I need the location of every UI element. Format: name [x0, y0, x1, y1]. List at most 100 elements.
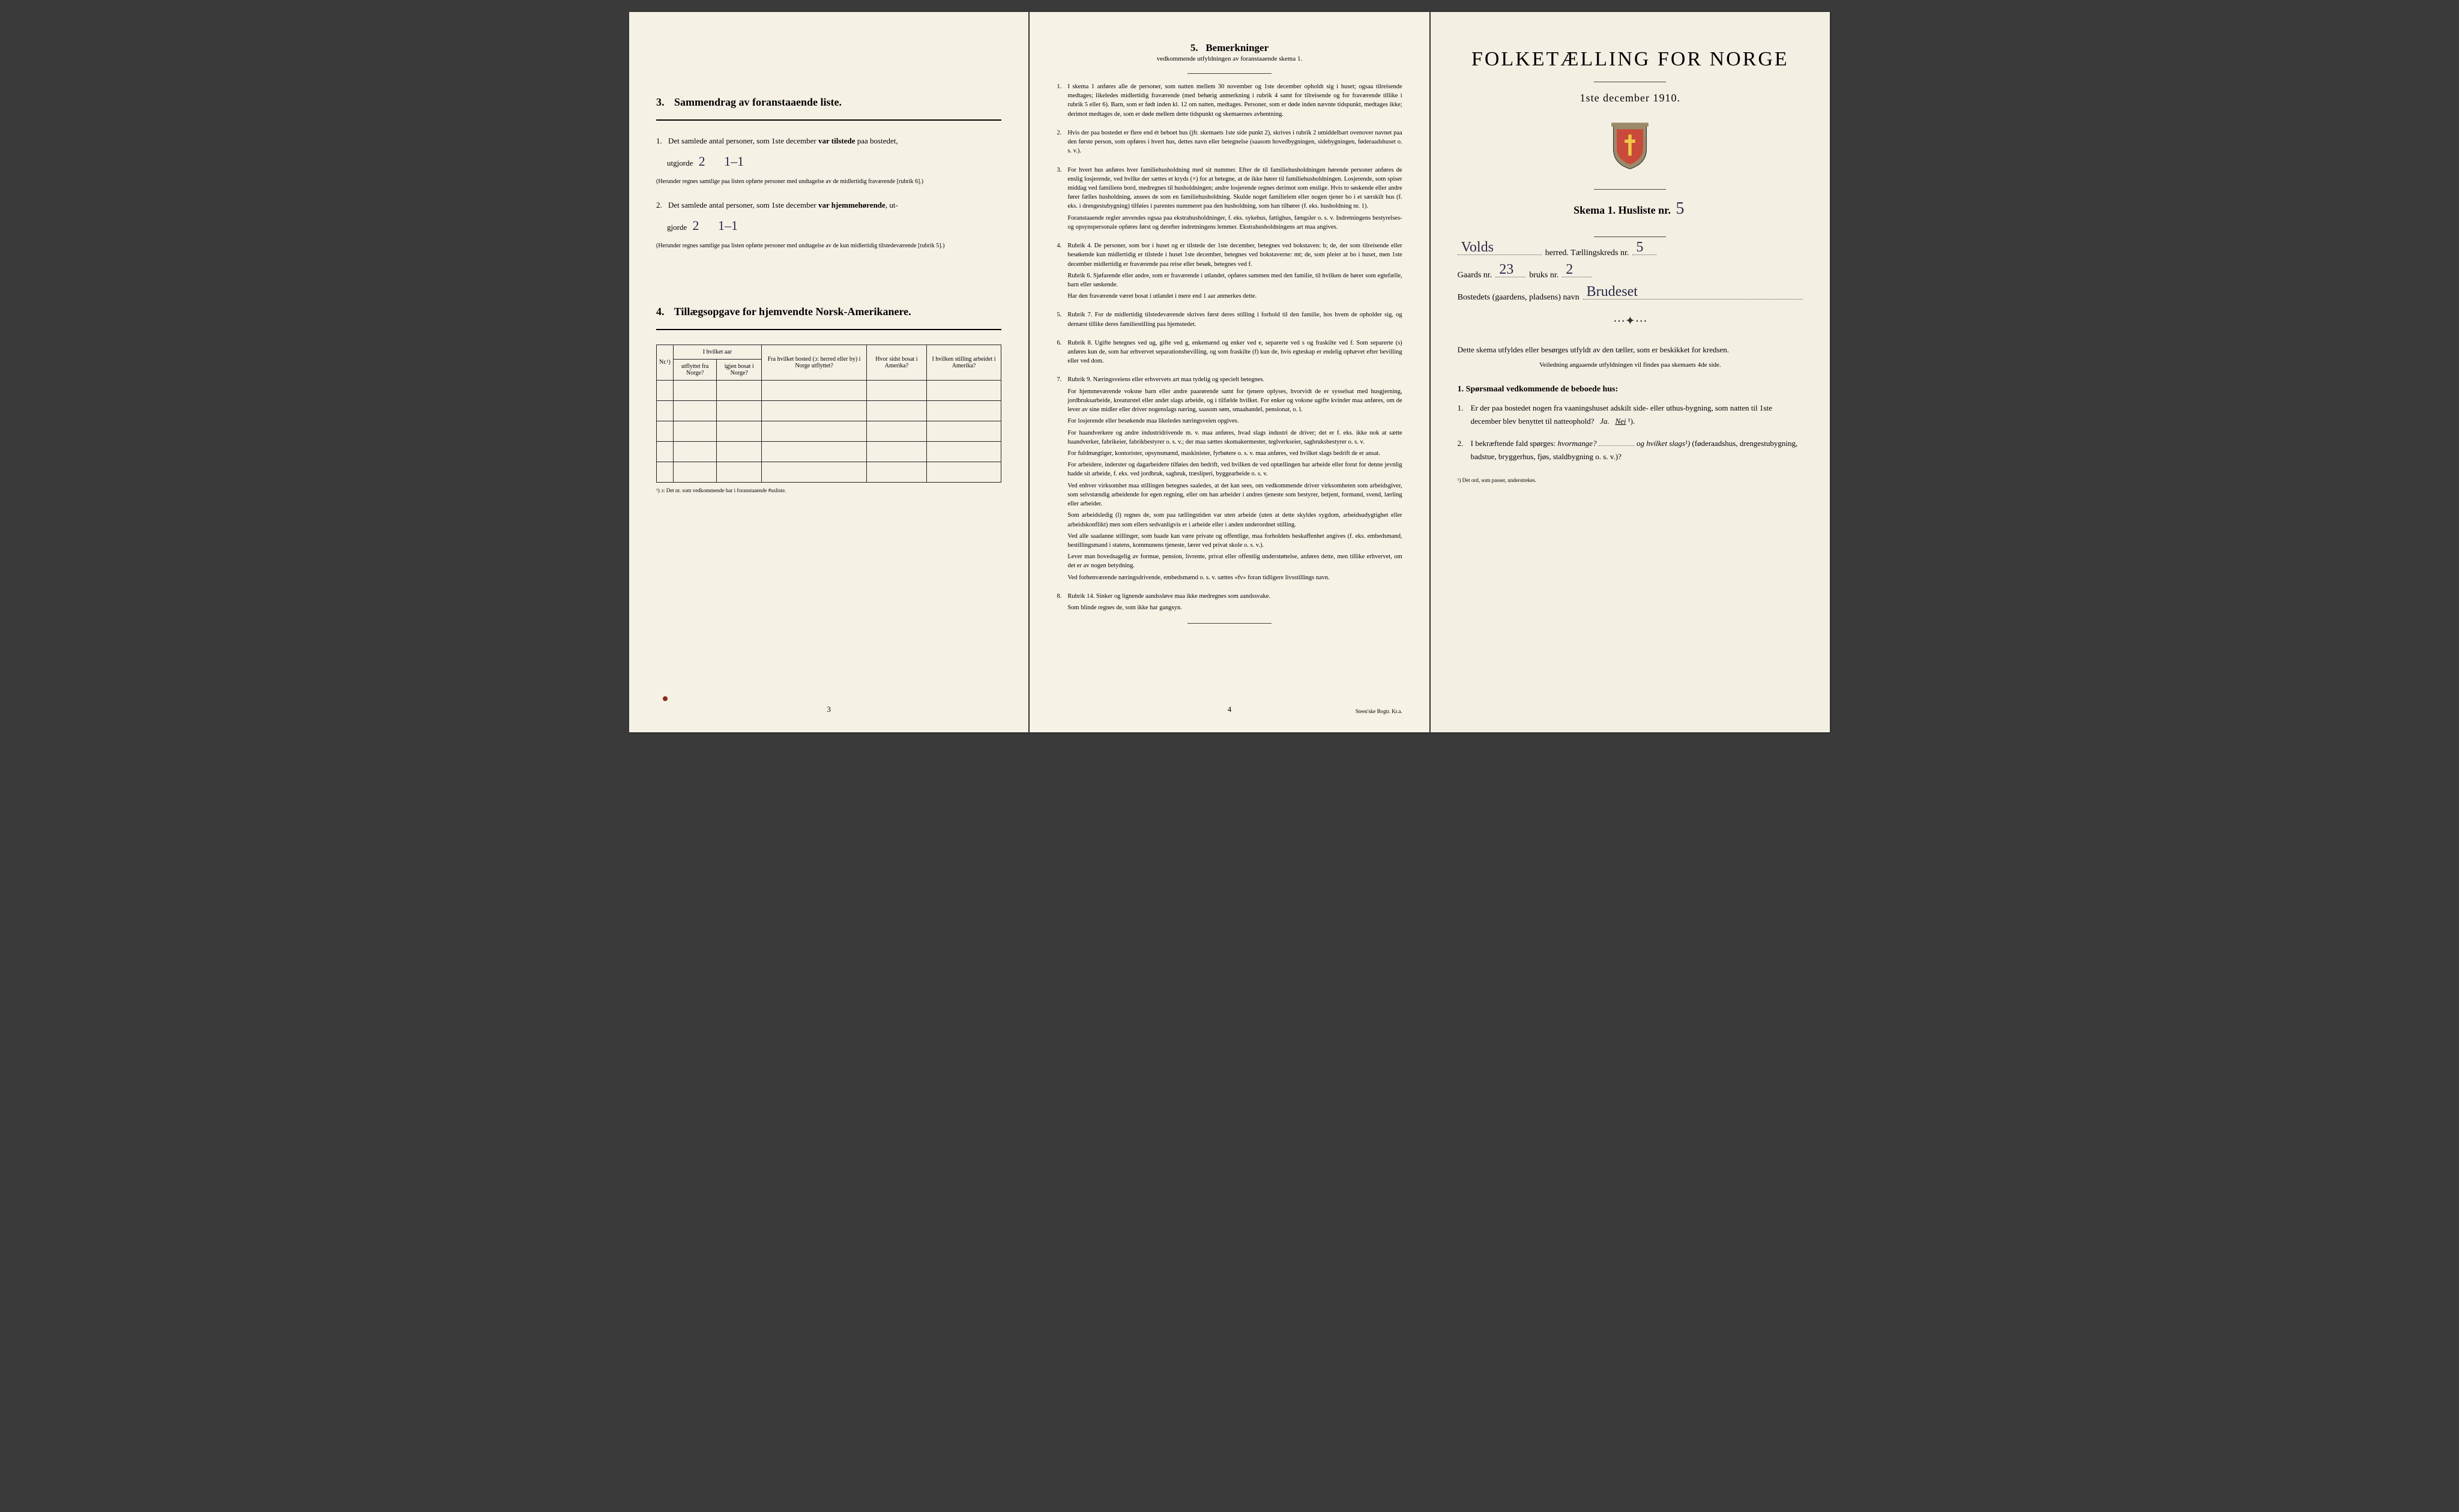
- item1-num: 1.: [656, 135, 668, 148]
- table-row: [657, 380, 1001, 400]
- title-date: 1ste december 1910.: [1458, 92, 1803, 104]
- bemerk-item-text: Hvis der paa bostedet er flere end ét be…: [1067, 128, 1402, 158]
- item1-val2: 1–1: [720, 154, 747, 169]
- amerikanere-tbody: [657, 380, 1001, 482]
- table-row: [657, 400, 1001, 421]
- page-middle: 5. Bemerkninger vedkommende utfyldningen…: [1030, 12, 1429, 732]
- coat-of-arms-icon: [1458, 122, 1803, 173]
- bemerk-item-num: 7.: [1057, 375, 1067, 584]
- bosted-val: Brudeset: [1587, 284, 1638, 300]
- item1-text: Det samlede antal personer, som 1ste dec…: [668, 135, 1001, 148]
- herred-val: Volds: [1461, 239, 1494, 256]
- bemerk-item-num: 1.: [1057, 82, 1067, 121]
- ornament-icon: ⋯✦⋯: [1458, 313, 1803, 328]
- right-footnote: ¹) Det ord, som passer, understrekes.: [1458, 477, 1803, 483]
- bemerk-item-num: 4.: [1057, 241, 1067, 303]
- bemerk-subtitle: vedkommende utfyldningen av foranstaaend…: [1057, 55, 1402, 62]
- item2-val1: 2: [689, 218, 702, 233]
- item2-fill: gjorde 2 1–1: [667, 215, 1001, 236]
- crest-rule: [1594, 189, 1666, 190]
- section4-title: Tillægsopgave for hjemvendte Norsk-Ameri…: [674, 306, 911, 318]
- th-aar: I hvilket aar: [673, 345, 761, 359]
- bemerk-item-text: Rubrik 8. Ugifte betegnes ved ug, gifte …: [1067, 339, 1402, 369]
- bemerk-item-num: 8.: [1057, 592, 1067, 615]
- skema-nr: 5: [1674, 199, 1687, 218]
- q2-text: I bekræftende fald spørges: hvormange? o…: [1471, 437, 1803, 463]
- section3-title: Sammendrag av foranstaaende liste.: [674, 96, 842, 108]
- bemerk-item-num: 5.: [1057, 310, 1067, 331]
- bemerk-item: 1.I skema 1 anføres alle de personer, so…: [1057, 82, 1402, 121]
- bemerk-item: 4.Rubrik 4. De personer, som bor i huset…: [1057, 241, 1402, 303]
- document-spread: 3. Sammendrag av foranstaaende liste. 1.…: [629, 12, 1830, 732]
- th-igjen: igjen bosat i Norge?: [717, 359, 762, 380]
- q1-nei: Nei: [1615, 417, 1626, 426]
- bemerk-item-text: For hvert hus anføres hver familiehushol…: [1067, 166, 1402, 235]
- herred-row: Volds herred. Tællingskreds nr. 5: [1458, 247, 1803, 258]
- q1-ja: Ja.: [1600, 417, 1610, 426]
- th-stilling: I hvilken stilling arbeidet i Amerika?: [926, 345, 1001, 380]
- item2-note: (Herunder regnes samtlige paa listen opf…: [656, 242, 1001, 250]
- page1-number: 3: [827, 705, 831, 714]
- page2-number: 4: [1228, 705, 1232, 714]
- bemerk-item: 3.For hvert hus anføres hver familiehush…: [1057, 166, 1402, 235]
- bemerk-item-text: I skema 1 anføres alle de personer, som …: [1067, 82, 1402, 121]
- taelling-nr: 5: [1636, 239, 1643, 256]
- q1-num: 1.: [1458, 402, 1471, 427]
- section4-num: 4.: [656, 306, 665, 318]
- q2-blank: [1599, 438, 1635, 446]
- bemerk-item-text: Rubrik 7. For de midlertidig tilstedevær…: [1067, 310, 1402, 331]
- th-utflyttet: utflyttet fra Norge?: [673, 359, 717, 380]
- bemerk-heading: 5. Bemerkninger: [1057, 42, 1402, 54]
- q1-text: Er der paa bostedet nogen fra vaaningshu…: [1471, 402, 1803, 427]
- bemerk-item: 6.Rubrik 8. Ugifte betegnes ved ug, gift…: [1057, 339, 1402, 369]
- skema-rule: [1594, 236, 1666, 237]
- question-2: 2. I bekræftende fald spørges: hvormange…: [1458, 437, 1803, 463]
- bemerk-item-num: 3.: [1057, 166, 1067, 235]
- ink-spot: [663, 696, 668, 701]
- bemerk-item: 8.Rubrik 14. Sinker og lignende aandsslø…: [1057, 592, 1402, 615]
- bosted-row: Bostedets (gaardens, pladsens) navn Brud…: [1458, 291, 1803, 303]
- instruct2: Veiledning angaaende utfyldningen vil fi…: [1458, 360, 1803, 371]
- question-1: 1. Er der paa bostedet nogen fra vaaning…: [1458, 402, 1803, 427]
- section3-rule: [656, 119, 1001, 121]
- table-row: [657, 462, 1001, 482]
- main-title: FOLKETÆLLING FOR NORGE: [1458, 48, 1803, 71]
- item2-text: Det samlede antal personer, som 1ste dec…: [668, 199, 1001, 212]
- section3-item2: 2. Det samlede antal personer, som 1ste …: [656, 199, 1001, 250]
- bemerk-item-text: Rubrik 9. Næringsveiens eller erhvervets…: [1067, 375, 1402, 584]
- bemerk-item-text: Rubrik 4. De personer, som bor i huset o…: [1067, 241, 1402, 303]
- table-row: [657, 421, 1001, 441]
- page-left: 3. Sammendrag av foranstaaende liste. 1.…: [629, 12, 1028, 732]
- section3-num: 3.: [656, 96, 665, 108]
- bemerk-rule: [1187, 73, 1272, 74]
- item1-fill: utgjorde 2 1–1: [667, 151, 1001, 172]
- bemerk-item-num: 6.: [1057, 339, 1067, 369]
- skema-line: Skema 1. Husliste nr. 5: [1458, 199, 1803, 218]
- th-hvor: Hvor sidst bosat i Amerika?: [867, 345, 926, 380]
- bemerk-item: 2.Hvis der paa bostedet er flere end ét …: [1057, 128, 1402, 158]
- page-right: FOLKETÆLLING FOR NORGE 1ste december 191…: [1431, 12, 1830, 732]
- bruks-nr: 2: [1566, 262, 1573, 278]
- item1-note: (Herunder regnes samtlige paa listen opf…: [656, 178, 1001, 186]
- table-row: [657, 441, 1001, 462]
- bemerk-item-num: 2.: [1057, 128, 1067, 158]
- q2-num: 2.: [1458, 437, 1471, 463]
- section4-rule: [656, 329, 1001, 330]
- section3-header: 3. Sammendrag av foranstaaende liste.: [656, 96, 1001, 109]
- question-heading: 1. Spørsmaal vedkommende de beboede hus:: [1458, 385, 1803, 394]
- section3-item1: 1. Det samlede antal personer, som 1ste …: [656, 135, 1001, 186]
- item1-val1: 2: [695, 154, 709, 169]
- bemerk-item: 7.Rubrik 9. Næringsveiens eller erhverve…: [1057, 375, 1402, 584]
- th-nr: Nr.¹): [657, 345, 674, 380]
- instruct1: Dette skema utfyldes eller besørges utfy…: [1458, 344, 1803, 357]
- section4-header: 4. Tillægsopgave for hjemvendte Norsk-Am…: [656, 306, 1001, 318]
- bemerk-end-rule: [1187, 623, 1272, 624]
- item2-val2: 1–1: [714, 218, 741, 233]
- table-footnote: ¹) ɔ: Det nr. som vedkommende har i fora…: [656, 487, 1001, 493]
- amerikanere-table: Nr.¹) I hvilket aar Fra hvilket bosted (…: [656, 345, 1001, 483]
- th-fra: Fra hvilket bosted (ɔ: herred eller by) …: [761, 345, 866, 380]
- gaards-nr: 23: [1499, 262, 1513, 278]
- printer-credit: Steen'ske Bogtr. Kr.a.: [1356, 708, 1402, 714]
- gaards-row: Gaards nr. 23 bruks nr. 2: [1458, 269, 1803, 280]
- bemerk-item-text: Rubrik 14. Sinker og lignende aandssløve…: [1067, 592, 1402, 615]
